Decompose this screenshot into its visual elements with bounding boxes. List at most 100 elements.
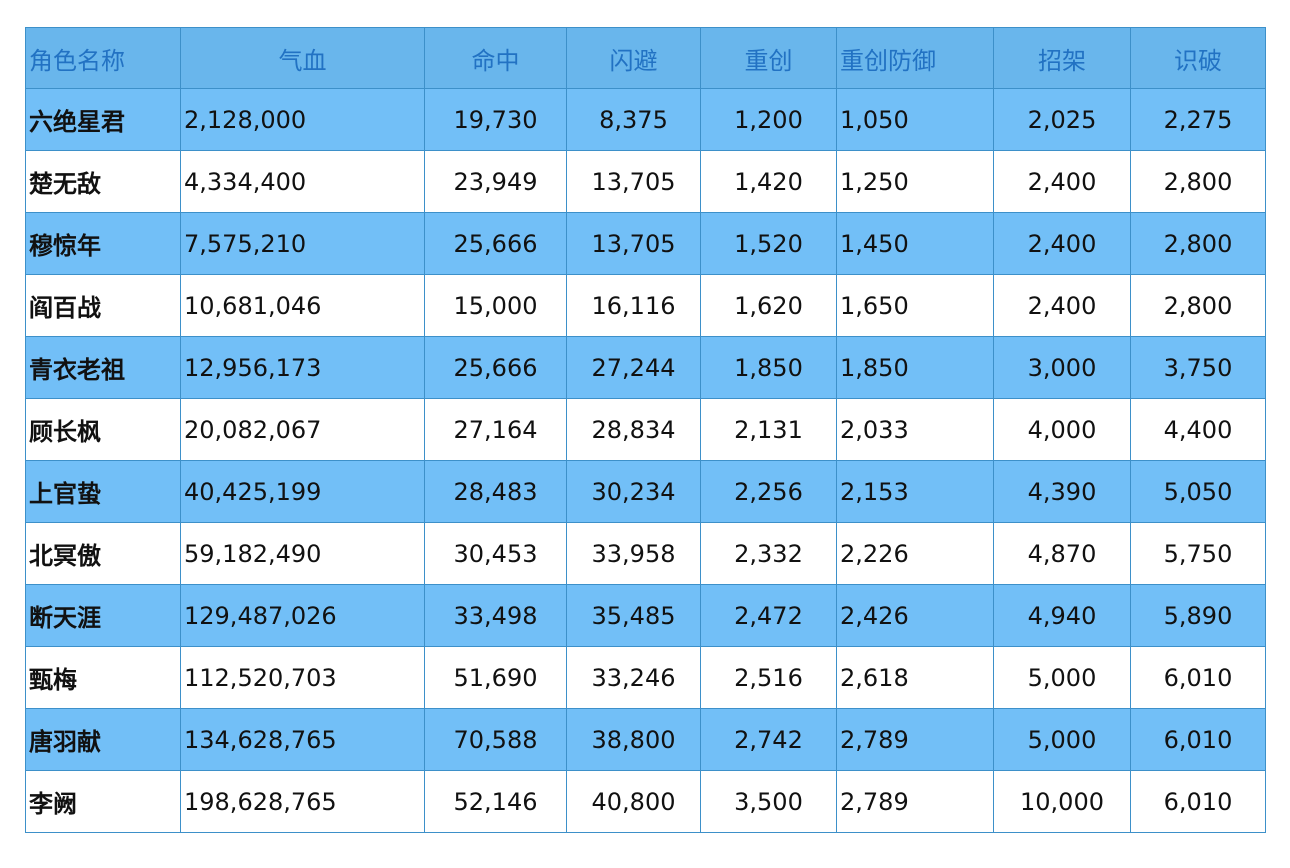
value-cell: 2,789: [836, 708, 994, 771]
value-cell: 6,010: [1130, 770, 1266, 833]
name-cell: 顾长枫: [25, 398, 181, 461]
value-cell: 13,705: [566, 150, 701, 213]
value-cell: 112,520,703: [180, 646, 425, 709]
value-cell: 33,498: [424, 584, 567, 647]
value-cell: 6,010: [1130, 646, 1266, 709]
value-cell: 2,332: [700, 522, 837, 585]
name-cell: 青衣老祖: [25, 336, 181, 399]
value-cell: 134,628,765: [180, 708, 425, 771]
value-cell: 2,025: [993, 88, 1131, 151]
value-cell: 20,082,067: [180, 398, 425, 461]
header-cell: 招架: [993, 27, 1131, 89]
value-cell: 129,487,026: [180, 584, 425, 647]
value-cell: 30,234: [566, 460, 701, 523]
value-cell: 33,958: [566, 522, 701, 585]
table-row: 阎百战 10,681,046 15,000 16,116 1,620 1,650 2,400…: [25, 274, 1266, 337]
value-cell: 1,620: [700, 274, 837, 337]
name-cell: 穆惊年: [25, 212, 181, 275]
name-cell: 唐羽献: [25, 708, 181, 771]
value-cell: 4,390: [993, 460, 1131, 523]
header-cell: 气血: [180, 27, 425, 89]
value-cell: 4,400: [1130, 398, 1266, 461]
table-row: 李阙 198,628,765 52,146 40,800 3,500 2,789 10,00…: [25, 770, 1266, 833]
value-cell: 2,400: [993, 150, 1131, 213]
value-cell: 7,575,210: [180, 212, 425, 275]
value-cell: 2,131: [700, 398, 837, 461]
value-cell: 70,588: [424, 708, 567, 771]
value-cell: 1,450: [836, 212, 994, 275]
value-cell: 25,666: [424, 336, 567, 399]
table-row: 顾长枫 20,082,067 27,164 28,834 2,131 2,033 4,000…: [25, 398, 1266, 461]
value-cell: 13,705: [566, 212, 701, 275]
header-cell: 重创: [700, 27, 837, 89]
value-cell: 2,789: [836, 770, 994, 833]
value-cell: 2,472: [700, 584, 837, 647]
value-cell: 6,010: [1130, 708, 1266, 771]
value-cell: 16,116: [566, 274, 701, 337]
name-cell: 断天涯: [25, 584, 181, 647]
header-cell: 重创防御: [836, 27, 994, 89]
value-cell: 2,153: [836, 460, 994, 523]
value-cell: 1,850: [836, 336, 994, 399]
value-cell: 3,000: [993, 336, 1131, 399]
value-cell: 4,334,400: [180, 150, 425, 213]
value-cell: 2,742: [700, 708, 837, 771]
value-cell: 10,681,046: [180, 274, 425, 337]
name-cell: 六绝星君: [25, 88, 181, 151]
table-row: 断天涯 129,487,026 33,498 35,485 2,472 2,426 4,94…: [25, 584, 1266, 647]
header-row: 角色名称 气血 命中 闪避 重创 重创防御 招架 识破: [25, 27, 1266, 89]
table-row: 穆惊年 7,575,210 25,666 13,705 1,520 1,450 2,400 2…: [25, 212, 1266, 275]
value-cell: 1,050: [836, 88, 994, 151]
table-row: 青衣老祖 12,956,173 25,666 27,244 1,850 1,850 3,00…: [25, 336, 1266, 399]
value-cell: 2,800: [1130, 212, 1266, 275]
value-cell: 1,850: [700, 336, 837, 399]
value-cell: 4,940: [993, 584, 1131, 647]
value-cell: 12,956,173: [180, 336, 425, 399]
value-cell: 4,870: [993, 522, 1131, 585]
value-cell: 2,800: [1130, 274, 1266, 337]
value-cell: 35,485: [566, 584, 701, 647]
value-cell: 27,164: [424, 398, 567, 461]
value-cell: 59,182,490: [180, 522, 425, 585]
value-cell: 19,730: [424, 88, 567, 151]
value-cell: 3,750: [1130, 336, 1266, 399]
value-cell: 2,128,000: [180, 88, 425, 151]
value-cell: 5,750: [1130, 522, 1266, 585]
value-cell: 2,516: [700, 646, 837, 709]
table-row: 北冥傲 59,182,490 30,453 33,958 2,332 2,226 4,870…: [25, 522, 1266, 585]
value-cell: 5,050: [1130, 460, 1266, 523]
header-cell: 识破: [1130, 27, 1266, 89]
table-row: 六绝星君 2,128,000 19,730 8,375 1,200 1,050 2,025 2…: [25, 88, 1266, 151]
table-row: 上官蛰 40,425,199 28,483 30,234 2,256 2,153 4,390…: [25, 460, 1266, 523]
value-cell: 28,483: [424, 460, 567, 523]
table-row: 唐羽献 134,628,765 70,588 38,800 2,742 2,789 5,00…: [25, 708, 1266, 771]
value-cell: 1,650: [836, 274, 994, 337]
name-cell: 甄梅: [25, 646, 181, 709]
value-cell: 10,000: [993, 770, 1131, 833]
value-cell: 28,834: [566, 398, 701, 461]
value-cell: 25,666: [424, 212, 567, 275]
value-cell: 40,800: [566, 770, 701, 833]
value-cell: 40,425,199: [180, 460, 425, 523]
table-row: 甄梅 112,520,703 51,690 33,246 2,516 2,618 5,000…: [25, 646, 1266, 709]
value-cell: 51,690: [424, 646, 567, 709]
value-cell: 5,000: [993, 708, 1131, 771]
name-cell: 北冥傲: [25, 522, 181, 585]
value-cell: 38,800: [566, 708, 701, 771]
value-cell: 2,033: [836, 398, 994, 461]
value-cell: 5,890: [1130, 584, 1266, 647]
value-cell: 52,146: [424, 770, 567, 833]
name-cell: 阎百战: [25, 274, 181, 337]
value-cell: 2,275: [1130, 88, 1266, 151]
value-cell: 1,250: [836, 150, 994, 213]
value-cell: 2,800: [1130, 150, 1266, 213]
table-body: 六绝星君 2,128,000 19,730 8,375 1,200 1,050 2,025 2…: [25, 88, 1266, 833]
header-cell: 命中: [424, 27, 567, 89]
value-cell: 8,375: [566, 88, 701, 151]
value-cell: 2,226: [836, 522, 994, 585]
value-cell: 4,000: [993, 398, 1131, 461]
name-cell: 上官蛰: [25, 460, 181, 523]
value-cell: 5,000: [993, 646, 1131, 709]
value-cell: 1,520: [700, 212, 837, 275]
